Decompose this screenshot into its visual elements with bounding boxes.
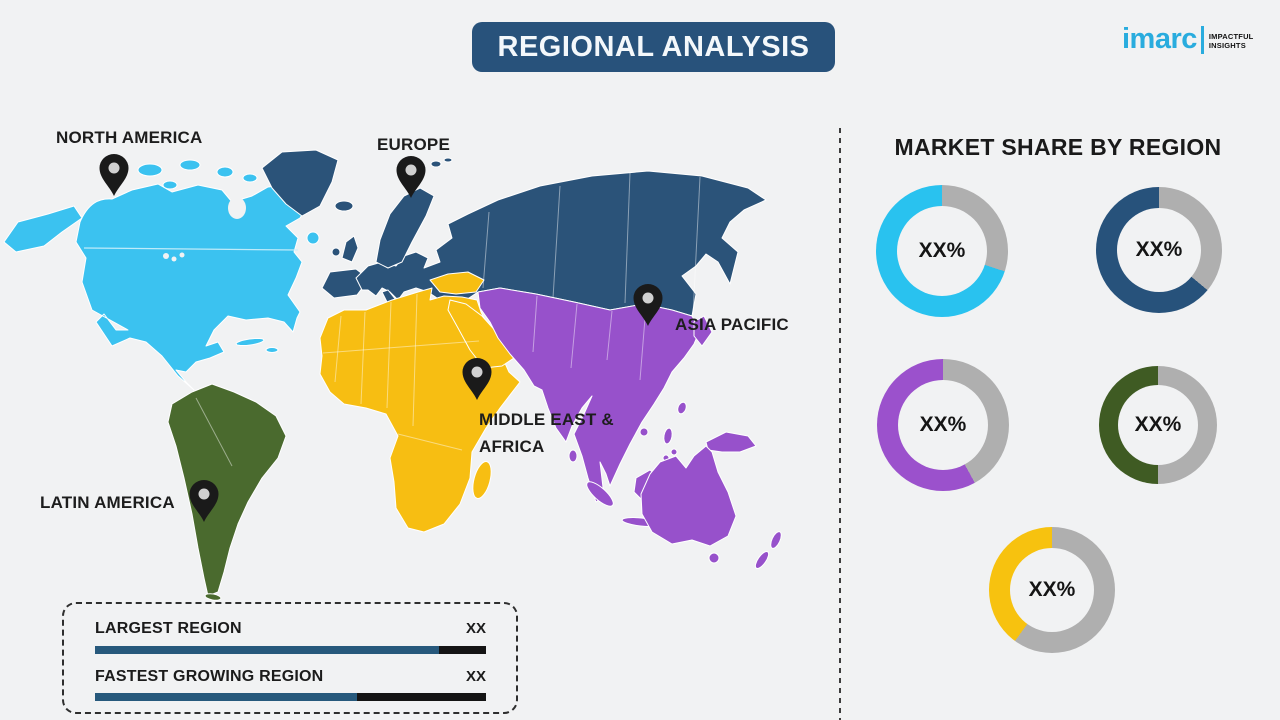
map-pin-europe [396,156,426,198]
legend-label-fastest: FASTEST GROWING REGION [95,668,324,685]
region-legend-box: LARGEST REGION XX FASTEST GROWING REGION… [62,602,518,714]
donut-asia-pacific: XX% [877,359,1009,491]
legend-bar-fastest-fill [95,693,357,701]
donut-north-america: XX% [876,185,1008,317]
region-asia-pacific [477,287,782,570]
donut-value-europe: XX% [1135,238,1183,261]
legend-bar-largest [95,646,486,654]
imarc-logo: imarc IMPACTFUL INSIGHTS [1122,24,1253,54]
donut-value-middle-east-africa: XX% [1028,578,1076,601]
map-pins [99,154,663,522]
region-middle-east-africa [319,271,521,533]
label-north-america: NORTH AMERICA [56,128,203,147]
imarc-logo-tagline: IMPACTFUL INSIGHTS [1208,31,1254,50]
donut-value-asia-pacific: XX% [919,413,967,436]
lake-shapes [163,197,246,262]
legend-label-largest: LARGEST REGION [95,620,242,637]
country-border-lines [83,172,701,467]
map-pin-asia-pacific [633,284,663,326]
legend-value-largest: XX [465,620,486,637]
page-title-banner: REGIONAL ANALYSIS [472,22,835,72]
label-asia-pacific: ASIA PACIFIC [675,315,789,334]
page-title: REGIONAL ANALYSIS [497,30,810,63]
imarc-logo-wordmark: imarc [1122,23,1197,55]
donut-value-latin-america: XX% [1134,413,1182,436]
legend-value-fastest: XX [465,668,486,685]
donut-middle-east-africa: XX% [989,527,1115,653]
legend-bar-fastest [95,693,486,701]
region-latin-america [167,383,287,601]
map-pin-middle-east-africa [462,358,492,400]
market-share-title: MARKET SHARE BY REGION [894,134,1222,160]
label-middle-east-africa: MIDDLE EAST & AFRICA [479,410,614,456]
map-pin-north-america [99,154,129,196]
donut-value-north-america: XX% [918,239,966,262]
map-pin-latin-america [189,480,219,522]
legend-bar-largest-fill [95,646,440,654]
imarc-logo-divider [1200,26,1204,54]
label-latin-america: LATIN AMERICA [40,493,175,512]
label-europe: EUROPE [377,135,450,154]
donut-europe: XX% [1096,187,1222,313]
donut-latin-america: XX% [1099,366,1217,484]
region-north-america [3,159,320,391]
panel-divider [839,128,841,720]
